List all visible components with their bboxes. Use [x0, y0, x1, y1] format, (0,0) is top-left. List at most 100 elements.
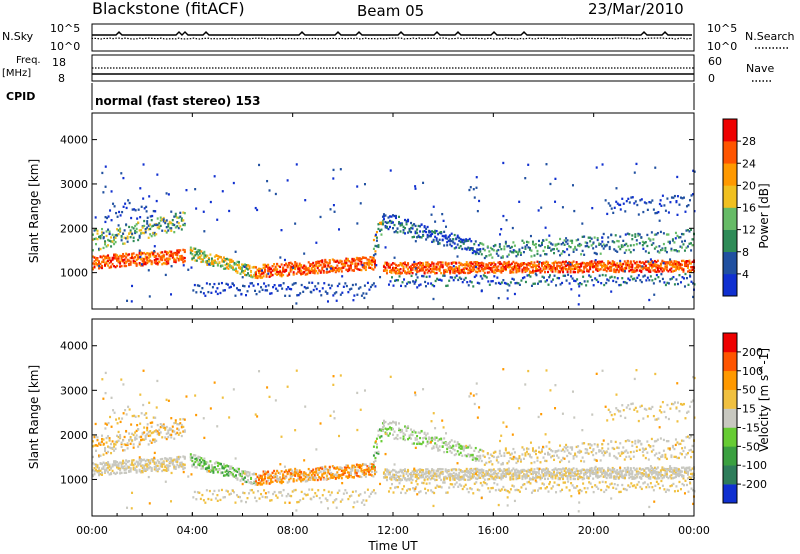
- power-cell: [321, 287, 324, 290]
- power-cell: [640, 266, 643, 269]
- power-cell: [575, 248, 578, 251]
- velocity-cell: [425, 470, 428, 474]
- power-cell: [589, 265, 592, 269]
- velocity-cell: [437, 474, 440, 478]
- velocity-cell: [164, 426, 167, 430]
- power-cell: [231, 266, 234, 269]
- velocity-cell: [321, 494, 324, 497]
- colorbar-segment: [723, 207, 737, 230]
- power-cell: [575, 262, 578, 265]
- power-cell: [482, 243, 485, 246]
- power-cell: [578, 285, 581, 288]
- power-cell: [473, 243, 476, 246]
- velocity-cell: [482, 474, 485, 478]
- power-cell: [415, 273, 418, 276]
- power-cell: [628, 278, 631, 282]
- power-cell: [458, 239, 461, 242]
- power-cell: [590, 244, 593, 247]
- power-cell: [680, 263, 683, 266]
- velocity-cell: [159, 458, 162, 461]
- velocity-cell: [114, 461, 117, 464]
- power-cell: [428, 263, 431, 267]
- velocity-cell: [124, 409, 127, 412]
- power-cell: [541, 275, 544, 278]
- power-cell: [301, 271, 304, 275]
- power-cell: [324, 265, 327, 268]
- velocity-cell: [438, 472, 441, 475]
- power-cell: [212, 264, 215, 268]
- power-cell: [562, 269, 565, 272]
- power-cell: [619, 208, 622, 211]
- velocity-cell: [450, 473, 453, 476]
- power-cell: [351, 259, 354, 262]
- velocity-cell: [144, 463, 147, 467]
- power-cell: [213, 175, 216, 178]
- power-cell: [537, 244, 540, 247]
- power-cell: [183, 212, 186, 215]
- velocity-cell: [307, 473, 310, 476]
- power-cell: [135, 223, 138, 226]
- power-cell: [115, 211, 118, 215]
- velocity-cell: [138, 441, 141, 444]
- power-cell: [662, 269, 665, 272]
- power-cell: [503, 248, 506, 251]
- power-cell: [605, 281, 608, 285]
- power-cell: [420, 223, 423, 226]
- power-cell: [634, 262, 637, 265]
- velocity-cell: [298, 470, 301, 474]
- velocity-cell: [423, 472, 426, 475]
- power-cell: [638, 260, 641, 263]
- velocity-cell: [434, 472, 437, 475]
- velocity-cell: [327, 477, 330, 481]
- power-cell: [571, 241, 574, 245]
- velocity-cell: [357, 469, 360, 472]
- power-cell: [234, 250, 237, 253]
- power-cell: [679, 263, 682, 266]
- power-cell: [674, 262, 677, 266]
- power-cell: [519, 264, 522, 268]
- velocity-cell: [367, 468, 370, 471]
- velocity-cell: [378, 436, 381, 439]
- velocity-cell: [453, 468, 456, 471]
- power-cell: [425, 275, 428, 279]
- velocity-cell: [264, 475, 267, 479]
- power-cell: [416, 267, 419, 270]
- power-cell: [105, 260, 108, 263]
- power-cell: [156, 252, 159, 255]
- velocity-cell: [351, 467, 354, 470]
- power-cell: [182, 261, 185, 264]
- power-cell: [500, 228, 503, 231]
- velocity-cell: [377, 434, 380, 437]
- power-cell: [276, 268, 279, 271]
- velocity-cell: [444, 468, 447, 471]
- velocity-cell: [140, 464, 143, 468]
- power-cell: [262, 266, 265, 269]
- power-cell: [589, 263, 592, 267]
- power-cell: [632, 243, 635, 247]
- power-cell: [580, 262, 583, 265]
- power-cell: [627, 277, 630, 280]
- power-cell: [161, 251, 164, 254]
- velocity-cell: [299, 499, 302, 502]
- power-cell: [150, 219, 153, 222]
- velocity-cell: [120, 461, 123, 464]
- velocity-cell: [135, 471, 138, 474]
- velocity-cell: [363, 473, 366, 477]
- power-cell: [677, 250, 680, 253]
- power-cell: [206, 263, 209, 266]
- power-cell: [619, 259, 622, 263]
- power-cell: [96, 237, 99, 241]
- power-cell: [663, 204, 666, 207]
- velocity-cell: [281, 494, 284, 497]
- power-cell: [372, 268, 375, 271]
- power-cell: [256, 275, 259, 278]
- power-cell: [280, 263, 283, 266]
- power-cell: [378, 229, 381, 233]
- power-cell: [119, 229, 122, 232]
- power-cell: [393, 214, 396, 218]
- power-cell: [363, 264, 366, 268]
- power-cell: [522, 241, 525, 244]
- power-cell: [444, 235, 447, 238]
- velocity-cell: [113, 442, 116, 446]
- velocity-cell: [262, 473, 265, 476]
